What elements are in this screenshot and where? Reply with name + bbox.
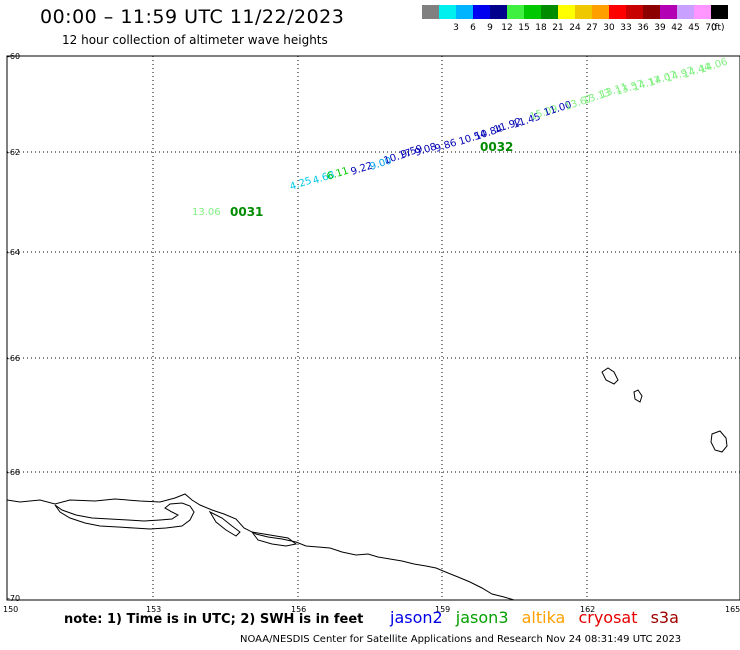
satellite-jason2: jason2 [390, 608, 443, 627]
color-scale-label: 39 [654, 23, 666, 33]
antarctic-coastline [6, 493, 515, 601]
lon-label: 165 [725, 605, 740, 614]
map-title: 00:00 – 11:59 UTC 11/22/2023 [40, 6, 345, 28]
color-scale-label: 3 [453, 23, 459, 33]
lon-label: 153 [146, 605, 161, 614]
island-outline [601, 367, 619, 385]
satellite-cryosat: cryosat [578, 608, 638, 627]
wave-height-label: 13.06 [192, 207, 221, 218]
color-scale-legend: 3 6 9 12 15 18 21 24 27 30 33 36 39 42 45 70 [422, 5, 728, 33]
color-scale-label: 15 [518, 23, 529, 33]
color-scale-swatch [694, 5, 711, 19]
wave-height-label: 6.11 [326, 166, 351, 183]
color-scale-label: 12 [501, 23, 512, 33]
color-scale-label: 33 [620, 23, 631, 33]
lon-label: 162 [580, 605, 595, 614]
color-scale-swatch [609, 5, 626, 19]
grid [7, 56, 740, 600]
lon-label: 156 [291, 605, 306, 614]
lon-label: 150 [3, 605, 18, 614]
lat-label: -68 [7, 468, 20, 477]
color-scale-swatch [524, 5, 541, 19]
island-outline [250, 531, 298, 547]
island-outline [208, 510, 241, 537]
color-scale-swatch [575, 5, 592, 19]
map-subtitle: 12 hour collection of altimeter wave hei… [62, 33, 328, 47]
satellite-legend: jason2 jason3 altika cryosat s3a [390, 608, 687, 627]
lat-label: -62 [7, 148, 20, 157]
color-scale-swatch [626, 5, 643, 19]
pass-id-label: 0032 [480, 140, 513, 154]
color-scale-swatch [592, 5, 609, 19]
color-scale-label: 27 [586, 23, 597, 33]
color-scale-swatch [490, 5, 507, 19]
footer-note: note: 1) Time is in UTC; 2) SWH is in fe… [64, 612, 364, 627]
color-scale-label: 18 [535, 23, 547, 33]
color-scale-swatch [456, 5, 473, 19]
color-scale-swatch [558, 5, 575, 19]
lon-label: 159 [435, 605, 450, 614]
lat-label: -60 [7, 52, 20, 61]
color-scale-swatch [507, 5, 524, 19]
color-scale-swatch [473, 5, 490, 19]
wave-height-label: 9.86 [434, 138, 459, 155]
color-scale-label: 30 [603, 23, 615, 33]
lat-label: -64 [7, 248, 20, 257]
island-outline [710, 430, 728, 453]
color-scale-swatch [711, 5, 728, 19]
color-scale-label: 70 [705, 23, 717, 33]
satellite-jason3: jason3 [455, 608, 509, 627]
scale-units: (ft) [711, 23, 725, 33]
map-frame [6, 55, 740, 601]
island-outline [633, 389, 643, 403]
lat-label: -70 [7, 594, 20, 603]
satellite-altika: altika [521, 608, 566, 627]
color-scale-swatch [660, 5, 677, 19]
lat-label: -66 [7, 354, 20, 363]
color-scale-label: 21 [552, 23, 563, 33]
pass-id-label: 0031 [230, 205, 263, 219]
peninsula-outline [54, 502, 195, 530]
color-scale-label: 45 [688, 23, 699, 33]
color-scale-swatch [677, 5, 694, 19]
color-scale-label: 24 [569, 23, 581, 33]
color-scale-label: 36 [637, 23, 649, 33]
color-scale-label: 6 [470, 23, 476, 33]
color-scale-swatch [439, 5, 456, 19]
wave-height-label: 4.25 [289, 176, 314, 193]
color-scale-swatch [541, 5, 558, 19]
wave-height-label: 14.06 [699, 57, 730, 76]
credit-line: NOAA/NESDIS Center for Satellite Applica… [240, 634, 682, 645]
color-scale-label: 9 [487, 23, 493, 33]
color-scale-label: 42 [671, 23, 682, 33]
color-scale-swatch [422, 5, 439, 19]
satellite-s3a: s3a [650, 608, 679, 627]
color-scale-swatch [643, 5, 660, 19]
